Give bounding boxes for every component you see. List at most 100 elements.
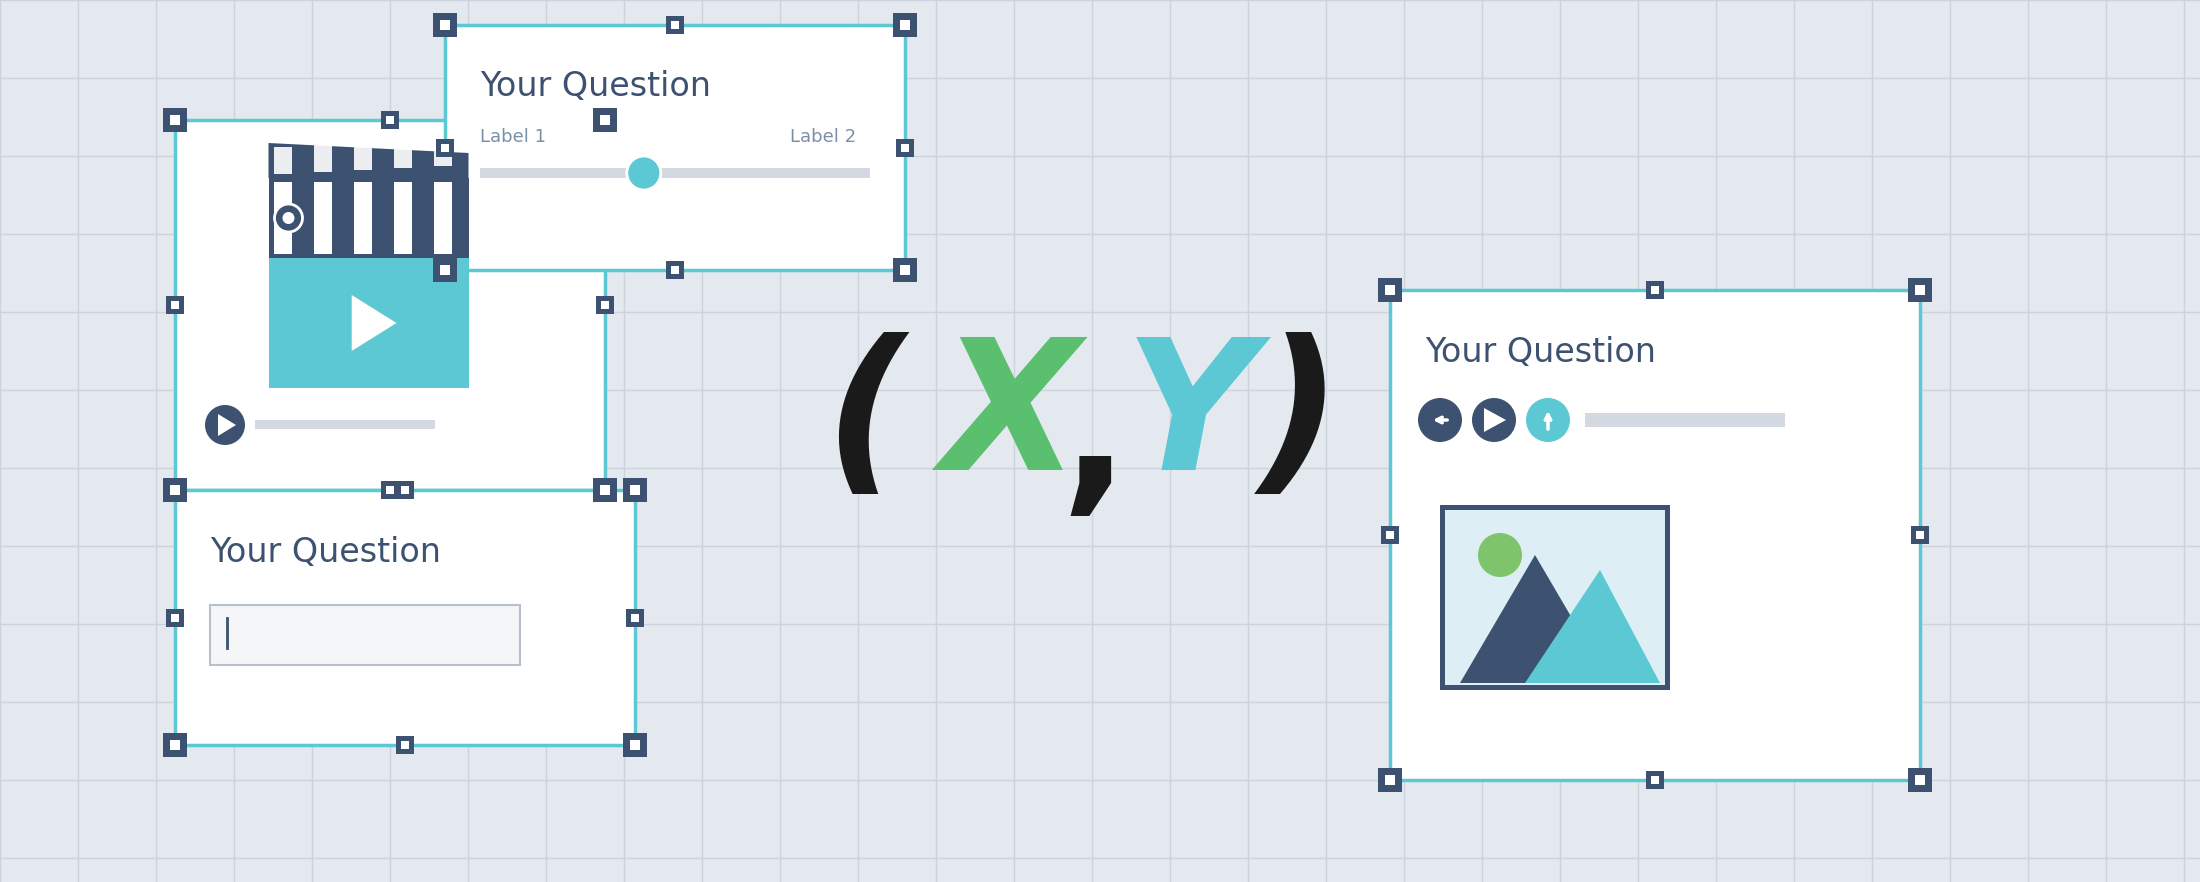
Bar [396,481,414,499]
Bar [671,21,680,29]
Bar [596,296,614,314]
Bar [1445,510,1665,685]
Bar [354,182,372,254]
Bar [1650,286,1659,294]
Bar [1907,768,1932,792]
Text: Your Question: Your Question [209,535,440,569]
Bar [385,116,394,124]
Bar [394,182,411,254]
Bar [268,258,469,388]
Polygon shape [394,141,411,168]
Bar [163,478,187,502]
Bar [163,108,187,132]
Bar [1584,413,1784,427]
Circle shape [1478,533,1522,577]
Bar [396,736,414,754]
Bar [433,258,458,282]
Bar [169,485,180,495]
Bar [667,261,684,279]
Bar [1914,285,1925,295]
Bar [169,115,180,125]
Bar [169,485,180,495]
Bar [440,20,451,30]
Bar [1914,775,1925,785]
Bar [601,115,609,125]
Bar [1912,526,1929,544]
Bar [900,265,911,275]
Bar [893,13,917,37]
Bar [667,16,684,34]
Bar [1386,775,1395,785]
Bar [440,265,451,275]
Text: X: X [939,332,1080,508]
Bar [268,178,469,258]
Bar [1377,768,1401,792]
Bar [385,486,394,494]
Bar [176,490,636,745]
Bar [433,13,458,37]
Polygon shape [433,139,451,166]
Bar [601,485,609,495]
Text: Your Question: Your Question [480,71,711,103]
Bar [601,301,609,309]
Text: Y: Y [1124,332,1256,508]
Polygon shape [218,414,235,436]
Bar [172,301,178,309]
Bar [172,614,178,622]
Bar [444,25,904,270]
Bar [255,420,436,429]
Bar [381,111,398,129]
Bar [1441,505,1670,690]
Bar [436,138,453,156]
Bar [1646,281,1663,299]
Text: ,: , [1060,352,1129,528]
Bar [1386,531,1395,539]
Circle shape [1527,398,1571,442]
Bar [1390,290,1921,780]
Bar [440,144,449,152]
Bar [629,485,640,495]
Bar [1916,531,1925,539]
Polygon shape [312,145,332,172]
Bar [381,481,398,499]
Bar [623,478,647,502]
Bar [594,478,616,502]
Polygon shape [1461,555,1610,683]
Bar [163,478,187,502]
Circle shape [1472,398,1516,442]
Bar [631,614,638,622]
Bar [594,108,616,132]
Bar [163,733,187,757]
Bar [1650,776,1659,784]
Bar [273,182,290,254]
Polygon shape [1485,408,1507,432]
Bar [893,258,917,282]
Text: (: ( [823,332,906,508]
Bar [671,266,680,274]
Bar [902,144,909,152]
Bar [165,296,185,314]
Bar [1382,526,1399,544]
Polygon shape [354,143,372,170]
Bar [629,740,640,750]
Circle shape [627,156,660,190]
Bar [1646,771,1663,789]
Circle shape [275,204,304,232]
Polygon shape [352,295,396,351]
Bar [1907,278,1932,302]
Bar [169,740,180,750]
Bar [900,20,911,30]
Circle shape [1419,398,1463,442]
Bar [1386,285,1395,295]
Text: ): ) [1258,332,1342,508]
Bar [480,168,869,178]
Bar [627,609,645,626]
Bar [176,120,605,490]
Bar [1377,278,1401,302]
Bar [895,138,913,156]
Bar [623,733,647,757]
Bar [165,609,185,626]
Polygon shape [273,147,290,174]
Text: Label 1: Label 1 [480,128,546,146]
Circle shape [205,405,244,445]
